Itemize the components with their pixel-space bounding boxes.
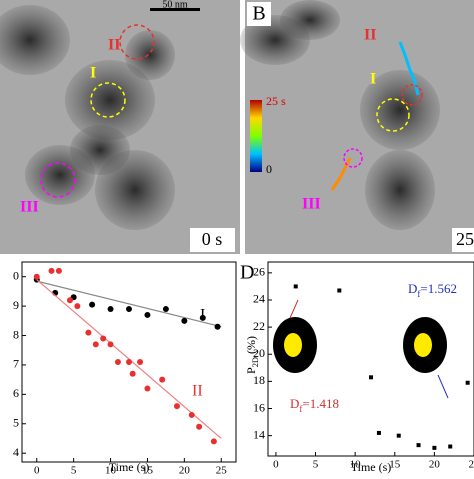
point xyxy=(34,274,40,280)
point xyxy=(49,268,55,274)
label: II xyxy=(364,27,376,44)
rest: =1.418 xyxy=(302,396,339,411)
colorbar-label: 25 s xyxy=(266,94,286,108)
y-tick-label: 0 xyxy=(13,268,19,282)
point xyxy=(466,381,470,385)
rest: =1.562 xyxy=(420,281,457,296)
point xyxy=(144,385,150,391)
y-tick-label: 22 xyxy=(253,319,265,333)
y-tick-label: 14 xyxy=(253,427,265,441)
panel-letter: B xyxy=(252,3,265,25)
x-axis-label: Time (s) xyxy=(351,460,392,474)
point xyxy=(89,302,95,308)
point xyxy=(159,377,165,383)
x-tick-label: 25 xyxy=(216,465,228,474)
point xyxy=(100,335,106,341)
point xyxy=(85,330,91,336)
x-tick-label: 20 xyxy=(429,459,441,471)
sub: 2D xyxy=(251,357,260,367)
rest: (%) xyxy=(244,336,258,357)
y-tick-label: 9 xyxy=(13,298,19,312)
point xyxy=(196,424,202,430)
series-label: I xyxy=(200,307,205,324)
point xyxy=(337,288,341,292)
y-tick-label: 26 xyxy=(253,265,265,279)
point xyxy=(377,431,381,435)
point xyxy=(163,306,169,312)
label: I xyxy=(370,71,376,88)
point xyxy=(93,341,99,347)
colorbar-label: 0 xyxy=(266,162,272,176)
point xyxy=(174,403,180,409)
label: Df=1.562 xyxy=(408,281,457,299)
arrow xyxy=(290,300,298,318)
point xyxy=(448,445,452,449)
label: III xyxy=(302,196,321,213)
y-tick-label: 16 xyxy=(253,400,265,414)
point xyxy=(432,446,436,450)
y-tick-label: 5 xyxy=(13,416,19,430)
y-tick-label: 7 xyxy=(13,357,19,371)
y-tick-label: 24 xyxy=(253,292,265,306)
x-axis-label: Time (s) xyxy=(109,460,150,474)
point xyxy=(369,375,373,379)
x-tick-label: 20 xyxy=(179,465,191,474)
point xyxy=(56,268,62,274)
panel-b: B 25 s 0 II I III 25 xyxy=(240,0,474,254)
label: III xyxy=(20,199,39,216)
y-tick-label: 8 xyxy=(13,327,19,341)
point xyxy=(126,359,132,365)
point xyxy=(137,359,143,365)
point xyxy=(108,341,114,347)
y-tick-label: 4 xyxy=(13,445,19,459)
panel-a: 50 nm II I III 0 s xyxy=(0,0,240,254)
point xyxy=(211,438,217,444)
point xyxy=(144,312,150,318)
x-tick-label: 5 xyxy=(313,459,319,471)
label: I xyxy=(90,65,96,82)
y-tick-label: 18 xyxy=(253,373,265,387)
point xyxy=(74,303,80,309)
time-label: 0 s xyxy=(202,229,223,249)
y-tick-label: 6 xyxy=(13,386,19,400)
label: II xyxy=(108,37,120,54)
scalebar-label: 50 nm xyxy=(162,0,188,10)
main: D xyxy=(408,281,417,296)
point xyxy=(215,324,221,330)
series-label: II xyxy=(192,383,203,400)
x-tick-label: 25 xyxy=(469,459,474,471)
panel-letter: D xyxy=(240,262,254,284)
point xyxy=(397,434,401,438)
point xyxy=(181,318,187,324)
arrow xyxy=(438,375,448,398)
label: Df=1.418 xyxy=(290,396,339,414)
x-tick-label: 5 xyxy=(71,465,77,474)
point xyxy=(67,297,73,303)
point xyxy=(294,284,298,288)
point xyxy=(189,412,195,418)
point xyxy=(115,359,121,365)
cluster-core xyxy=(284,333,302,357)
point xyxy=(108,306,114,312)
x-tick-label: 0 xyxy=(34,465,40,474)
main: D xyxy=(290,396,299,411)
x-tick-label: 0 xyxy=(273,459,279,471)
cluster-images xyxy=(273,317,447,373)
cluster-core xyxy=(414,333,432,357)
point xyxy=(417,443,421,447)
time-label: 25 xyxy=(456,229,474,249)
point xyxy=(126,306,132,312)
point xyxy=(130,371,136,377)
